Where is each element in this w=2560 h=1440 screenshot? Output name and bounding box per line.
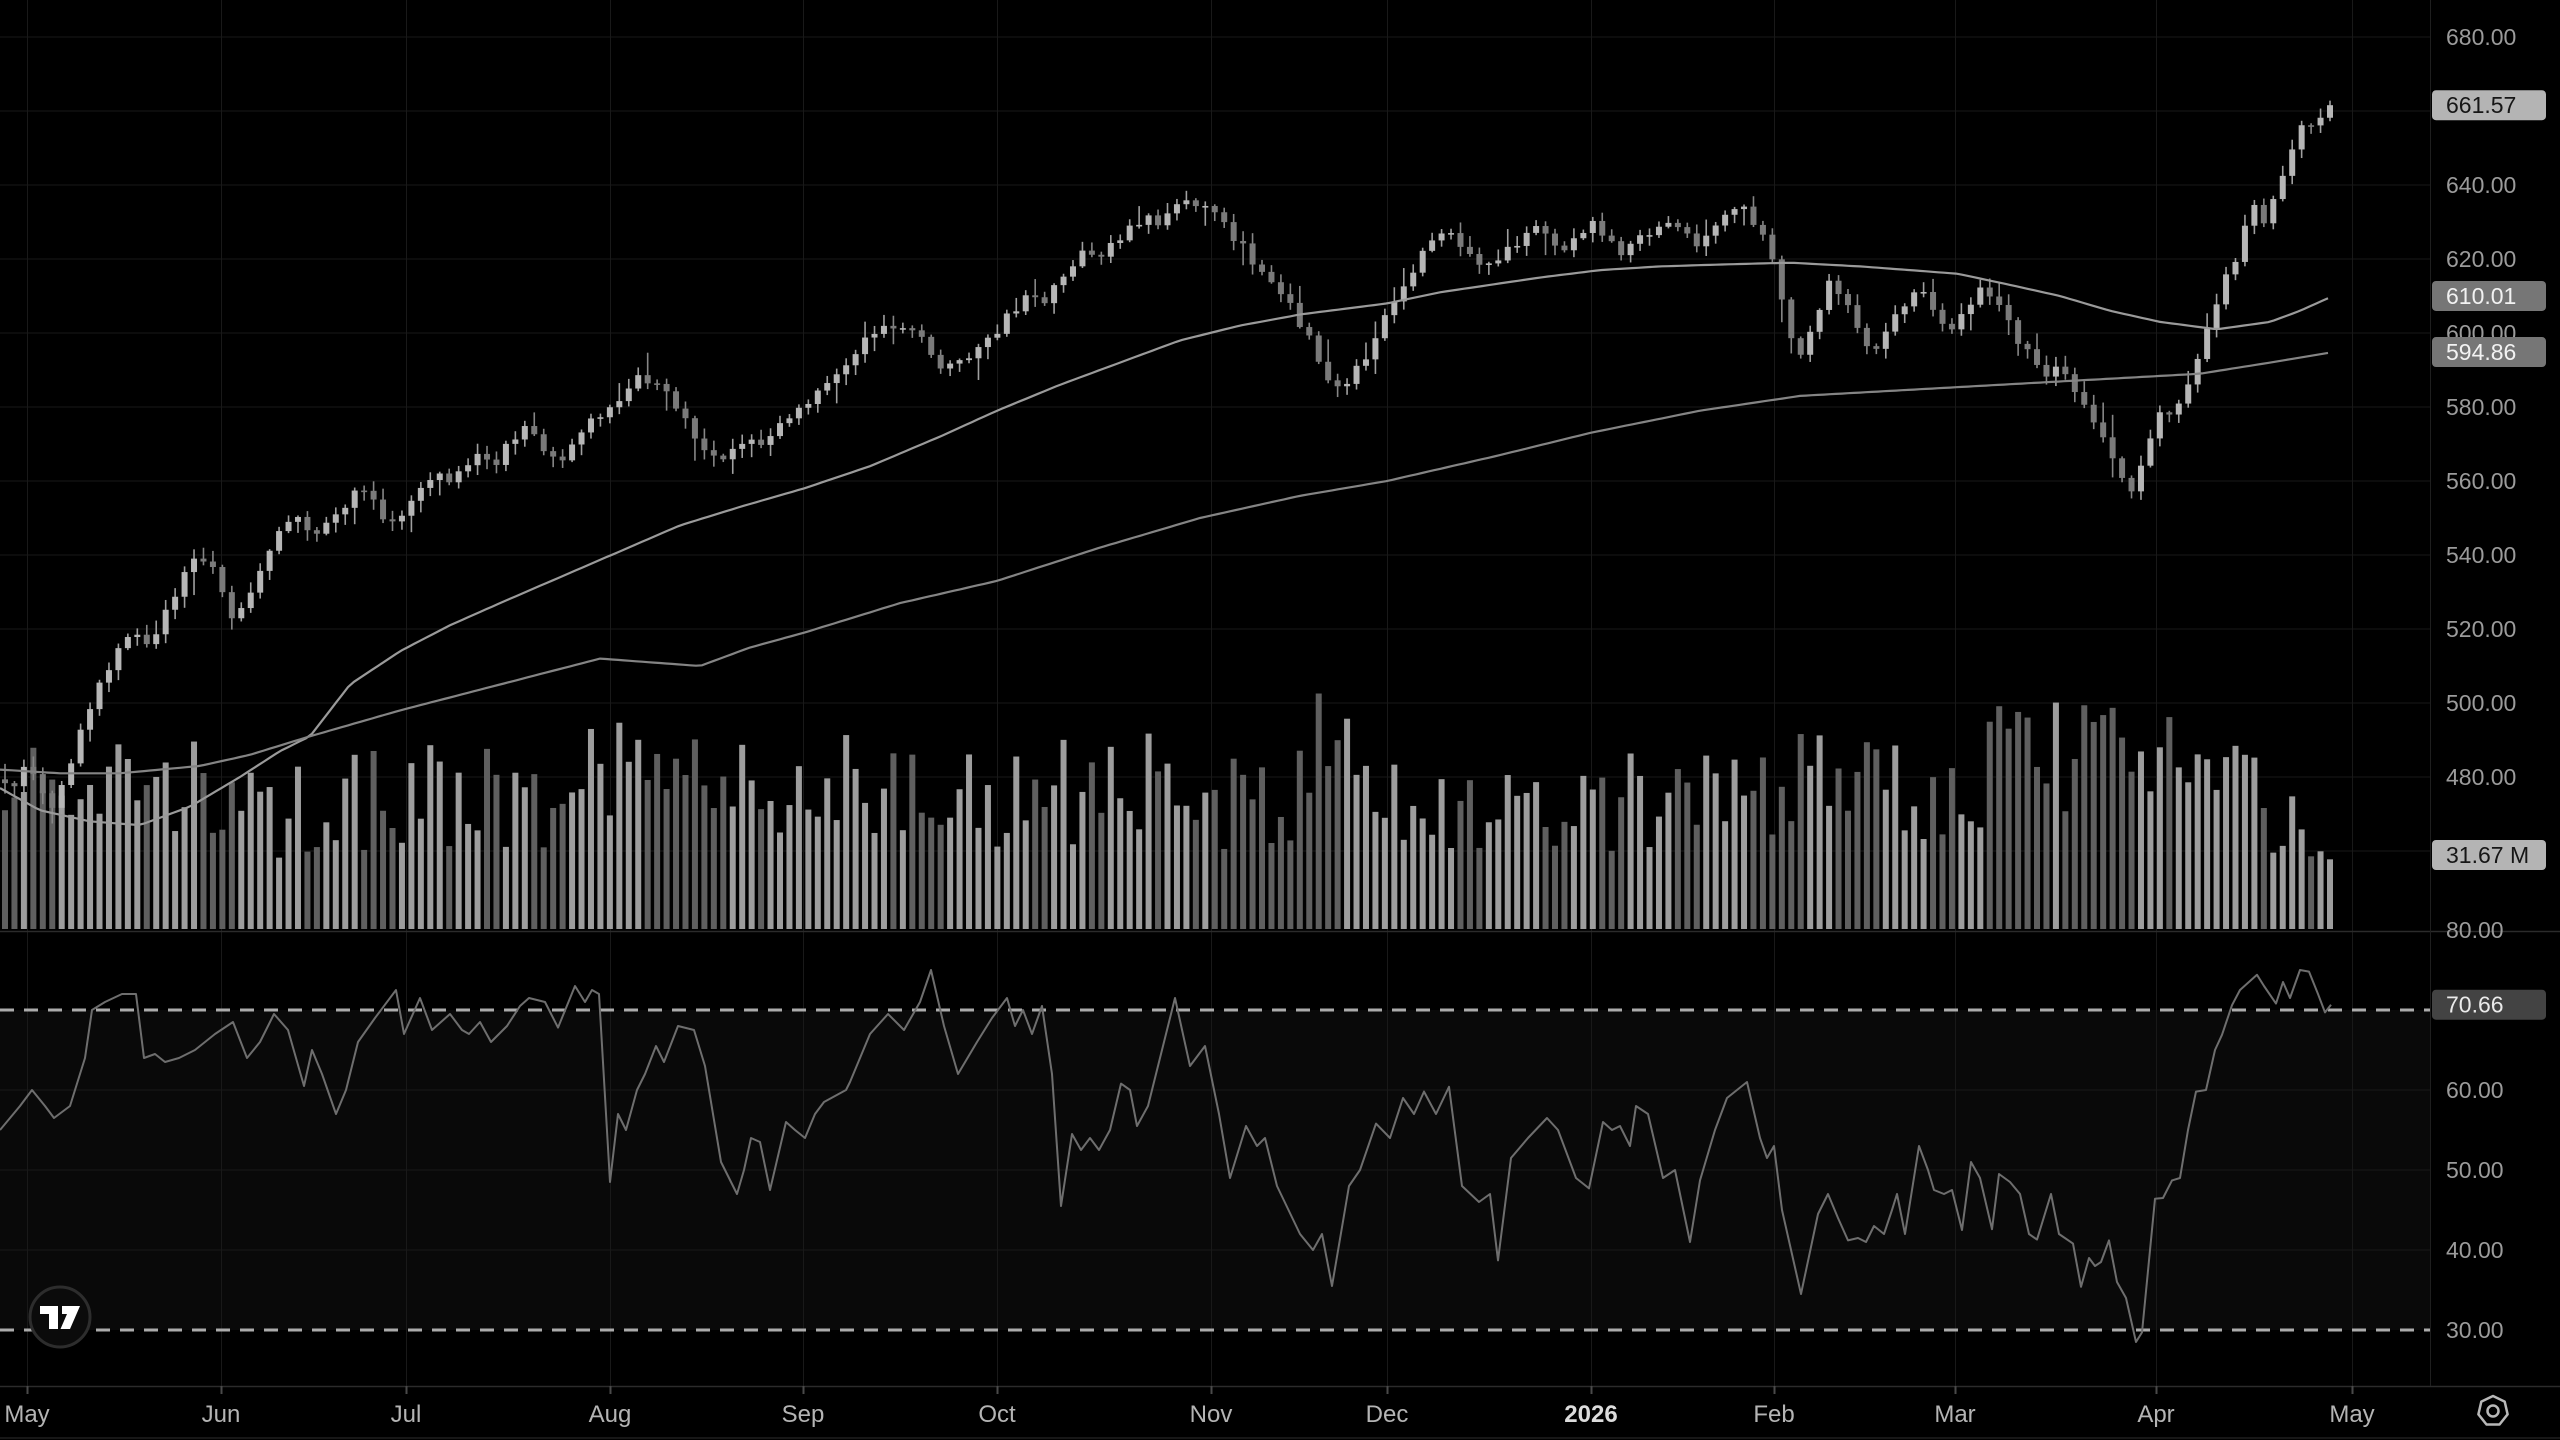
svg-text:70.66: 70.66 bbox=[2446, 992, 2504, 1018]
ma-slow-price-label: 594.86 bbox=[2432, 337, 2546, 368]
svg-text:40.00: 40.00 bbox=[2446, 1237, 2504, 1263]
ma-fast-price-label: 610.01 bbox=[2432, 280, 2546, 311]
svg-text:580.00: 580.00 bbox=[2446, 394, 2516, 420]
svg-text:520.00: 520.00 bbox=[2446, 616, 2516, 642]
svg-text:Nov: Nov bbox=[1190, 1401, 1233, 1428]
svg-text:560.00: 560.00 bbox=[2446, 468, 2516, 494]
svg-text:680.00: 680.00 bbox=[2446, 24, 2516, 50]
rsi-line bbox=[0, 969, 2332, 1343]
svg-text:540.00: 540.00 bbox=[2446, 542, 2516, 568]
svg-text:30.00: 30.00 bbox=[2446, 1317, 2504, 1343]
svg-text:May: May bbox=[2329, 1401, 2374, 1428]
time-axis[interactable]: May Jun Jul Aug Sep Oct Nov Dec 2026 Feb Mar Apr May bbox=[4, 1386, 2375, 1428]
svg-text:Oct: Oct bbox=[978, 1401, 1016, 1428]
svg-text:31.67 M: 31.67 M bbox=[2446, 842, 2529, 868]
svg-text:610.01: 610.01 bbox=[2446, 283, 2516, 309]
svg-text:Aug: Aug bbox=[589, 1401, 632, 1428]
svg-text:Feb: Feb bbox=[1753, 1401, 1794, 1428]
rsi-overbought-oversold-lines bbox=[0, 1008, 2430, 1332]
rsi-value-label: 70.66 bbox=[2432, 989, 2546, 1020]
svg-text:Mar: Mar bbox=[1934, 1401, 1975, 1428]
svg-text:50.00: 50.00 bbox=[2446, 1157, 2504, 1183]
svg-text:Jun: Jun bbox=[202, 1401, 241, 1428]
svg-text:80.00: 80.00 bbox=[2446, 917, 2504, 943]
svg-text:Jul: Jul bbox=[391, 1401, 422, 1428]
svg-text:620.00: 620.00 bbox=[2446, 246, 2516, 272]
svg-text:60.00: 60.00 bbox=[2446, 1077, 2504, 1103]
svg-text:661.57: 661.57 bbox=[2446, 92, 2516, 118]
price-axis[interactable]: 680.00640.00620.00600.00580.00560.00540.… bbox=[2446, 24, 2516, 1343]
svg-text:Sep: Sep bbox=[782, 1401, 825, 1428]
gear-icon[interactable] bbox=[2477, 1394, 2509, 1426]
svg-text:640.00: 640.00 bbox=[2446, 172, 2516, 198]
svg-text:480.00: 480.00 bbox=[2446, 764, 2516, 790]
svg-text:Dec: Dec bbox=[1366, 1401, 1409, 1428]
ma-fast-line bbox=[0, 261, 2329, 827]
svg-text:594.86: 594.86 bbox=[2446, 339, 2516, 365]
svg-text:May: May bbox=[4, 1401, 49, 1428]
last-price-label: 661.57 bbox=[2432, 90, 2546, 121]
svg-text:Apr: Apr bbox=[2137, 1401, 2174, 1428]
svg-text:2026: 2026 bbox=[1564, 1401, 1617, 1428]
volume-value-label: 31.67 M bbox=[2432, 840, 2546, 870]
svg-text:500.00: 500.00 bbox=[2446, 690, 2516, 716]
candles bbox=[2, 100, 2333, 824]
volume-bars bbox=[2, 693, 2333, 929]
ma-slow-line bbox=[0, 351, 2329, 775]
tradingview-logo[interactable] bbox=[28, 1285, 92, 1349]
